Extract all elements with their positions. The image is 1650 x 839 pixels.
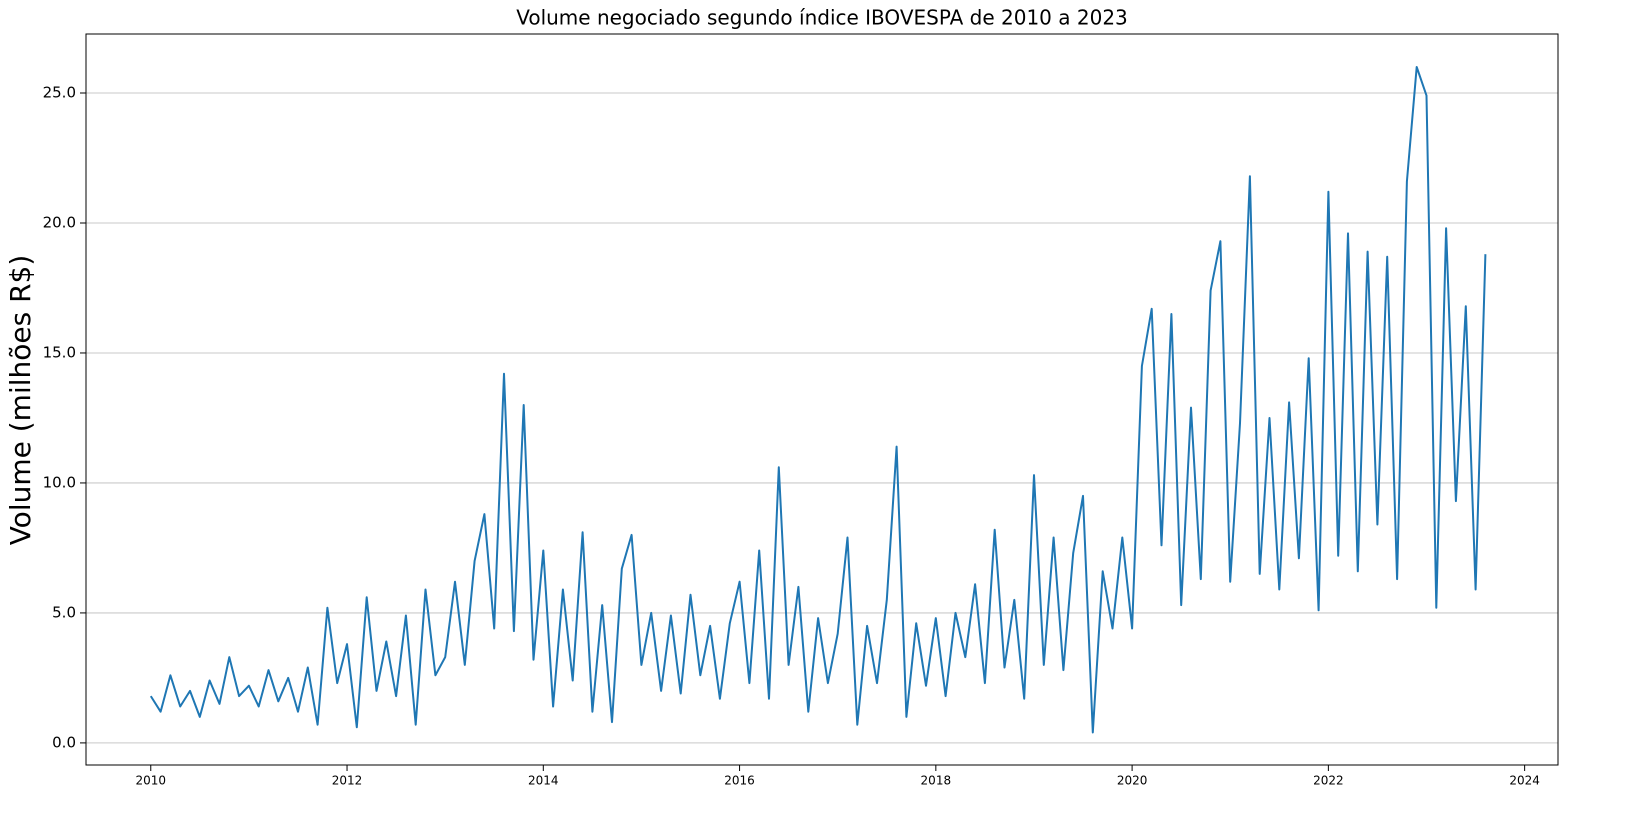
y-tick-label: 20.0 — [43, 213, 76, 231]
y-tick-label: 5.0 — [52, 603, 76, 621]
x-tick-label: 2020 — [1117, 774, 1148, 788]
y-tick-label: 0.0 — [52, 733, 76, 751]
data-line — [149, 66, 1487, 734]
y-tick-label: 10.0 — [43, 473, 76, 491]
plot-frame — [85, 33, 1559, 766]
chart-title: Volume negociado segundo índice IBOVESPA… — [516, 6, 1128, 30]
x-tick-label: 2024 — [1509, 774, 1540, 788]
x-tick-label: 2014 — [528, 774, 559, 788]
x-tick-label: 2010 — [135, 774, 166, 788]
x-tick-label: 2012 — [332, 774, 363, 788]
y-axis-label: Volume (milhões R$) — [4, 255, 37, 546]
y-tick-label: 25.0 — [43, 84, 76, 102]
x-tick-label: 2022 — [1313, 774, 1344, 788]
y-tick-label: 15.0 — [43, 343, 76, 361]
x-tick-label: 2016 — [724, 774, 755, 788]
x-tick-label: 2018 — [921, 774, 952, 788]
